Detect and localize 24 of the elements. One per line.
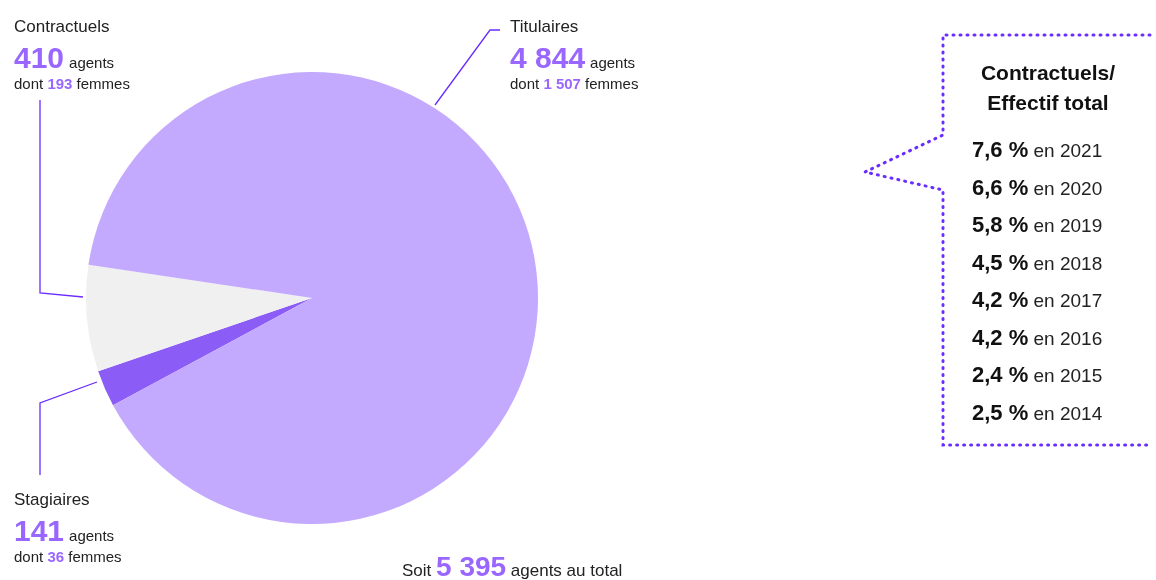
text: agents (69, 54, 115, 71)
text: 7,6 % en 2021 (972, 137, 1103, 162)
text: 2,4 % en 2015 (972, 362, 1103, 387)
text: 2,5 % en 2014 (972, 399, 1103, 425)
text: agents (590, 54, 636, 71)
pie-slice (98, 298, 312, 406)
text: 4,2 % en 2017 (972, 287, 1103, 312)
text: agents (69, 527, 115, 544)
pie-slice (86, 264, 312, 372)
text: 6,6 % en 2020 (972, 174, 1103, 200)
text: 4,2 % en 2016 (972, 324, 1103, 350)
text: 4,5 % en 2018 (972, 249, 1103, 275)
text: dont 36 femmes (14, 548, 122, 565)
text: Soit 5 395 agents au total (402, 551, 623, 580)
text: Contractuels/ Effectif total (980, 61, 1116, 114)
text: dont 193 femmes (14, 75, 130, 92)
data-label: 141 (14, 514, 65, 547)
text: dont 1 507 femmes (510, 75, 639, 92)
slice-label: Stagiaires (14, 490, 90, 509)
text: 5,8 % en 2019 (972, 212, 1103, 237)
slice-label: Titulaires (510, 17, 579, 36)
slice-label: Contractuels (14, 17, 110, 36)
data-label: 4 844 (510, 41, 586, 74)
data-label: 410 (14, 41, 65, 74)
